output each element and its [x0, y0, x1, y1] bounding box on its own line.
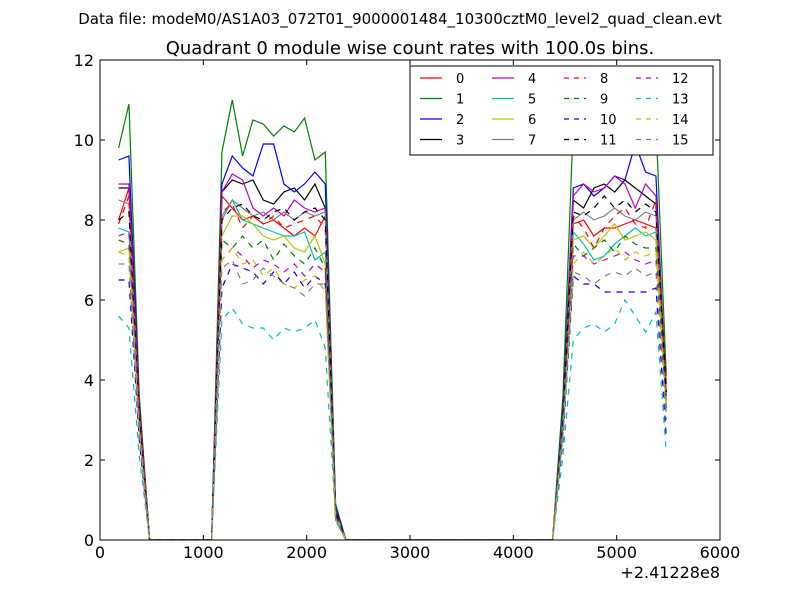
y-tick-label: 2 — [84, 451, 94, 470]
series-line-12 — [118, 231, 667, 540]
chart-title: Quadrant 0 module wise count rates with … — [166, 38, 655, 59]
legend-label-4: 4 — [528, 72, 536, 87]
series-line-14 — [118, 247, 667, 540]
legend-frame — [409, 65, 714, 156]
series-line-13 — [118, 298, 667, 540]
legend-label-5: 5 — [528, 93, 536, 108]
series-line-2 — [118, 142, 667, 540]
legend-label-7: 7 — [528, 134, 536, 149]
x-tick-label: 0 — [95, 543, 105, 562]
x-tick-label: 6000 — [700, 543, 741, 562]
legend-label-15: 15 — [672, 134, 689, 149]
legend-label-3: 3 — [456, 134, 464, 149]
y-tick-label: 8 — [84, 211, 94, 230]
series-line-7 — [118, 199, 667, 540]
x-tick-label: 5000 — [596, 543, 637, 562]
chart-suptitle: Data file: modeM0/AS1A03_072T01_90000014… — [78, 10, 722, 29]
series-line-8 — [118, 195, 667, 540]
x-tick-label: 3000 — [390, 543, 431, 562]
series-line-3 — [118, 179, 667, 540]
series-line-0 — [118, 187, 667, 540]
series-line-6 — [118, 215, 667, 540]
x-tick-label: 2000 — [286, 543, 327, 562]
series-line-10 — [118, 263, 667, 540]
legend-label-12: 12 — [672, 72, 689, 87]
legend-label-14: 14 — [672, 113, 689, 128]
plot-lines — [118, 99, 667, 540]
series-line-4 — [118, 173, 667, 540]
legend-label-9: 9 — [600, 93, 608, 108]
legend-label-13: 13 — [672, 93, 689, 108]
series-line-9 — [118, 235, 667, 540]
series-line-5 — [118, 198, 667, 540]
y-tick-label: 6 — [84, 291, 94, 310]
legend-label-10: 10 — [600, 113, 617, 128]
legend-label-6: 6 — [528, 113, 536, 128]
y-tick-label: 12 — [74, 51, 94, 70]
x-tick-label: 1000 — [183, 543, 224, 562]
legend-label-1: 1 — [456, 93, 464, 108]
legend-label-2: 2 — [456, 113, 464, 128]
series-line-15 — [118, 259, 667, 540]
series-line-1 — [118, 99, 667, 540]
y-tick-label: 0 — [84, 531, 94, 550]
y-tick-label: 4 — [84, 371, 94, 390]
legend-label-11: 11 — [600, 134, 617, 149]
legend-label-8: 8 — [600, 72, 608, 87]
y-tick-label: 10 — [74, 131, 94, 150]
series-line-11 — [118, 195, 667, 540]
legend-label-0: 0 — [456, 72, 464, 87]
x-tick-label: 4000 — [493, 543, 534, 562]
x-offset-label: +2.41228e8 — [620, 563, 720, 582]
